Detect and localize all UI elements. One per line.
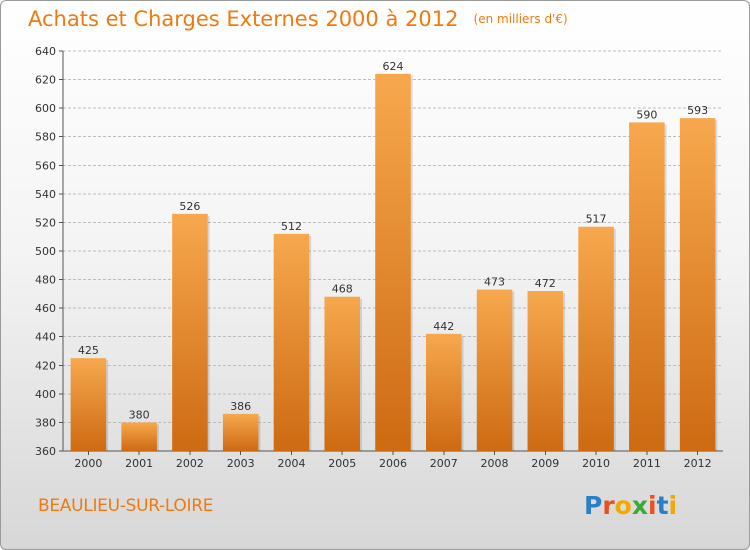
y-tick-label: 620 [35,74,56,87]
bar [578,226,614,451]
logo-letter: o [614,491,632,520]
data-label: 517 [586,213,607,226]
x-tick-label: 2001 [125,457,153,470]
bar [375,73,411,451]
y-tick-label: 380 [35,416,56,429]
data-label: 590 [636,108,657,121]
data-label: 386 [230,400,251,413]
data-label: 425 [78,344,99,357]
x-tick-label: 2012 [684,457,712,470]
y-tick-label: 500 [35,245,56,258]
x-tick-label: 2010 [582,457,610,470]
data-label: 473 [484,276,505,289]
y-tick-label: 540 [35,188,56,201]
bar [273,233,310,451]
logo-letter: i [648,491,657,520]
logo-letter: x [631,491,648,520]
data-label: 624 [383,60,404,73]
x-tick-label: 2003 [227,457,255,470]
y-tick-label: 360 [35,445,56,458]
bar [527,291,564,451]
x-tick-label: 2000 [74,457,102,470]
y-tick-label: 580 [35,131,56,144]
bar [324,296,360,451]
y-tick-label: 420 [35,359,56,372]
logo-letter: P [584,491,603,520]
bar [629,122,665,451]
logo-letter: r [602,491,615,520]
x-tick-label: 2008 [481,457,509,470]
data-label: 472 [535,277,556,290]
y-tick-label: 480 [35,274,56,287]
bars [70,73,718,452]
y-tick-label: 440 [35,331,56,344]
bar [222,413,259,451]
bar [476,289,513,451]
y-tick-label: 520 [35,216,56,229]
y-tick-label: 460 [35,302,56,315]
x-tick-label: 2011 [633,457,661,470]
chart-unit: (en milliers d'€) [473,12,568,26]
data-label: 442 [433,320,454,333]
bar [426,333,462,451]
bar [121,422,157,451]
x-tick-label: 2009 [531,457,559,470]
data-label: 380 [129,408,150,421]
bar [679,118,716,452]
proxiti-logo: Proxiti [584,491,677,520]
data-label: 593 [687,104,708,117]
y-tick-label: 560 [35,159,56,172]
bar [172,213,208,451]
commune-name: BEAULIEU-SUR-LOIRE [38,496,214,516]
logo-letter: i [668,491,678,520]
data-labels: 425 380 526 386 512 468 624 442 473 472 517 590 593 [78,60,708,422]
bar [70,358,107,451]
data-label: 526 [179,200,200,213]
chart-title-block: Achats et Charges Externes 2000 à 2012 (… [28,7,568,31]
x-tick-label: 2002 [176,457,204,470]
x-tick-label: 2004 [277,457,305,470]
y-tick-label: 600 [35,102,56,115]
y-tick-label: 400 [35,388,56,401]
x-tick-label: 2005 [328,457,356,470]
tick-labels: 360 380 400 420 440 460 480 500 520 540 560 580 600 6… [35,45,712,470]
data-label: 512 [281,220,302,233]
chart-title: Achats et Charges Externes 2000 à 2012 [28,7,459,31]
x-tick-label: 2007 [430,457,458,470]
y-tick-label: 640 [35,45,56,58]
logo-letter: t [656,491,669,520]
x-tick-label: 2006 [379,457,407,470]
data-label: 468 [332,283,353,296]
